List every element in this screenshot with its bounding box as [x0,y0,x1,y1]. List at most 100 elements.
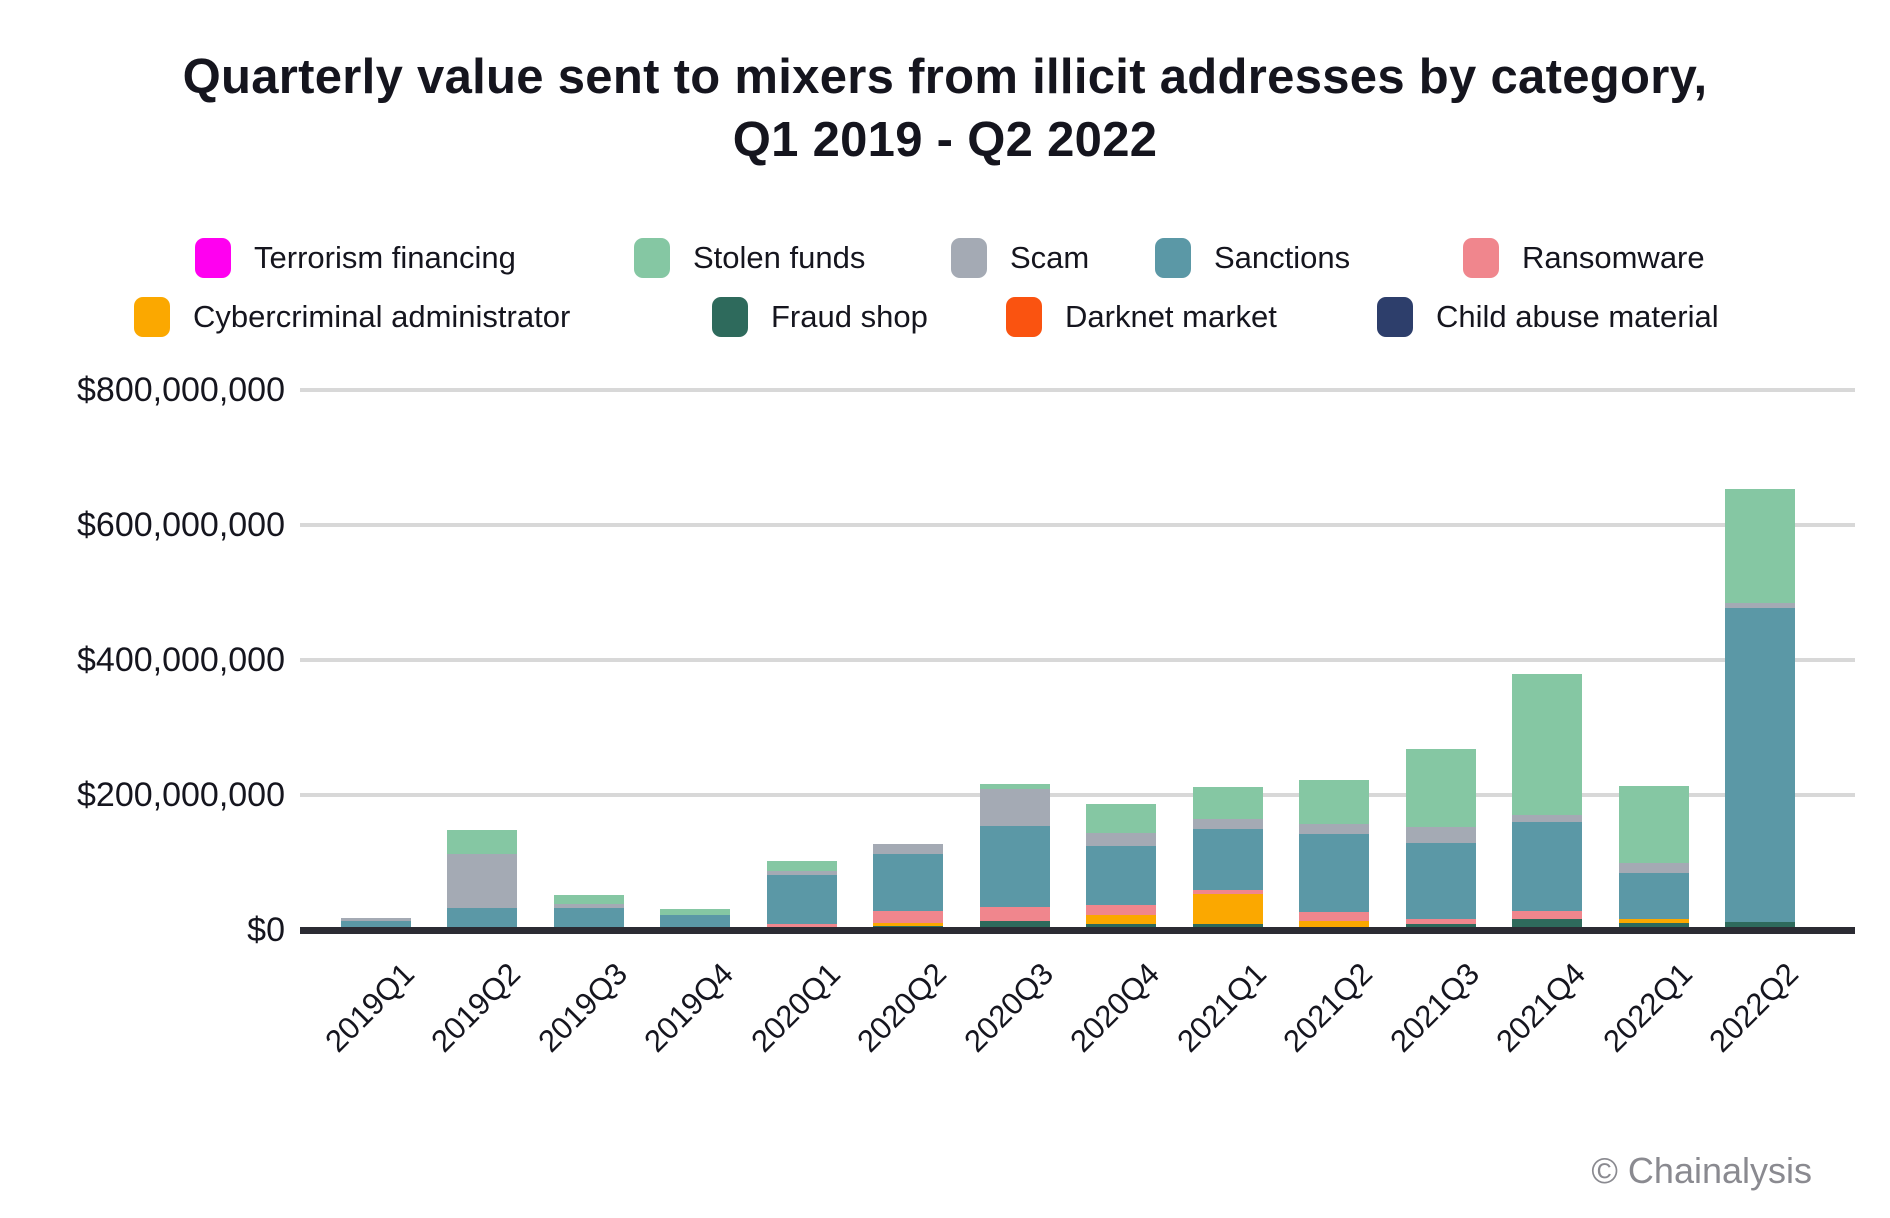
legend-swatch-icon [1155,238,1191,278]
gridline-$200,000,000 [300,793,1855,797]
bar-segment-2020Q1 [767,871,837,875]
x-tick-label: 2020Q2 [849,956,953,1059]
legend-label: Stolen funds [693,240,866,275]
bar-segment-2020Q4 [1086,905,1156,916]
legend-item: Stolen funds [634,238,865,278]
bar-segment-2021Q1 [1193,786,1263,819]
bar-segment-2022Q1 [1619,863,1689,874]
gridline-$600,000,000 [300,523,1855,527]
legend-label: Cybercriminal administrator [193,299,571,334]
legend-item: Fraud shop [712,297,928,337]
bar-segment-2019Q3 [554,903,624,908]
legend-label: Scam [1010,240,1090,275]
bar-segment-2021Q4 [1512,919,1582,930]
x-tick-label: 2019Q1 [317,956,421,1059]
legend-item: Scam [951,238,1089,278]
bar-segment-2020Q1 [767,874,837,924]
bar-segment-2021Q4 [1512,822,1582,912]
bar-segment-2020Q3 [980,921,1050,928]
legend-swatch-icon [1463,238,1499,278]
legend-label: Child abuse material [1436,299,1719,334]
gridline-$400,000,000 [300,658,1855,662]
x-tick-label: 2022Q2 [1701,956,1805,1059]
y-tick-label: $200,000,000 [77,776,285,814]
legend-label: Ransomware [1522,240,1705,275]
bar-segment-2021Q3 [1406,842,1476,920]
bar-segment-2021Q1 [1193,829,1263,891]
bar-segment-2019Q3 [554,894,624,904]
bar-segment-2020Q4 [1086,846,1156,906]
bar-segment-2021Q2 [1299,920,1369,927]
legend-item: Cybercriminal administrator [134,297,570,337]
bar-segment-2019Q1 [341,920,411,930]
bar-segment-2020Q2 [873,854,943,912]
bar-segment-2021Q3 [1406,749,1476,827]
y-tick-label: $0 [247,911,285,949]
x-tick-label: 2021Q1 [1169,956,1273,1059]
chainalysis-copyright: © Chainalysis [1591,1150,1812,1191]
bar-segment-2020Q3 [980,907,1050,922]
bar-segment-2022Q1 [1619,918,1689,924]
bar-segment-2020Q2 [873,923,943,926]
bar-segment-2022Q2 [1725,921,1795,930]
bar-segment-2019Q3 [554,907,624,927]
chart-title-line2: Q1 2019 - Q2 2022 [732,113,1158,167]
x-tick-label: 2020Q1 [743,956,847,1059]
bar-segment-2021Q3 [1406,826,1476,843]
bar-segment-2019Q4 [660,908,730,915]
bar-segment-2019Q2 [447,908,517,929]
legend-swatch-icon [951,238,987,278]
legend-swatch-icon [1006,297,1042,337]
x-tick-label: 2019Q3 [530,956,634,1059]
bar-segment-2020Q3 [980,826,1050,908]
bar-segment-2019Q2 [447,830,517,855]
bar-segment-2020Q1 [767,861,837,872]
bar-segment-2020Q4 [1086,804,1156,834]
bar-segment-2020Q2 [873,911,943,924]
x-tick-label: 2021Q4 [1488,956,1592,1059]
bar-segment-2020Q1 [767,923,837,928]
bar-segment-2019Q2 [447,854,517,909]
legend-item: Child abuse material [1377,297,1719,337]
x-tick-label: 2019Q2 [423,956,527,1059]
legend-item: Ransomware [1463,238,1705,278]
x-tick-label: 2021Q2 [1275,956,1379,1059]
y-tick-label: $600,000,000 [77,506,285,544]
bar-segment-2021Q1 [1193,818,1263,830]
y-tick-label: $800,000,000 [77,371,285,409]
legend-swatch-icon [634,238,670,278]
y-tick-label: $400,000,000 [77,641,285,679]
bar-segment-2021Q1 [1193,890,1263,895]
x-tick-label: 2019Q4 [636,956,740,1059]
x-tick-label: 2022Q1 [1595,956,1699,1059]
bar-segment-2021Q4 [1512,673,1582,816]
bar-segment-2022Q1 [1619,785,1689,864]
bar-segment-2021Q2 [1299,834,1369,912]
x-axis-line [300,927,1855,934]
x-tick-label: 2020Q3 [956,956,1060,1059]
legend-label: Terrorism financing [254,240,516,275]
x-tick-label: 2020Q4 [1062,956,1166,1059]
chart-title-line1: Quarterly value sent to mixers from illi… [182,50,1708,104]
bar-segment-2021Q1 [1193,894,1263,924]
bar-segment-2020Q4 [1086,915,1156,924]
bar-segment-2022Q1 [1619,923,1689,930]
bar-segment-2019Q1 [341,917,411,921]
bar-segment-2021Q2 [1299,824,1369,835]
bar-segment-2020Q3 [980,788,1050,827]
legend-swatch-icon [134,297,170,337]
bar-segment-2022Q2 [1725,603,1795,609]
legend-label: Sanctions [1214,240,1351,275]
bar-segment-2020Q3 [980,784,1050,789]
bar-segment-2022Q2 [1725,488,1795,604]
bar-segment-2021Q3 [1406,923,1476,930]
legend-swatch-icon [195,238,231,278]
bar-segment-2020Q2 [873,844,943,855]
legend-item: Terrorism financing [195,238,516,278]
bar-segment-2021Q4 [1512,911,1582,920]
legend-item: Sanctions [1155,238,1350,278]
bar-segment-2020Q4 [1086,833,1156,847]
bar-segment-2022Q1 [1619,873,1689,919]
legend-swatch-icon [712,297,748,337]
legend-label: Darknet market [1065,299,1277,334]
